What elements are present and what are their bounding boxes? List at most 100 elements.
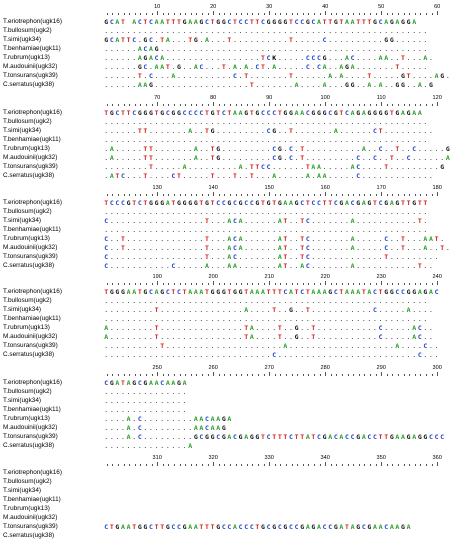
identity-dot: .: [104, 297, 109, 305]
identity-dot: .: [165, 244, 170, 252]
identity-dot: .: [165, 388, 170, 396]
nucleotide: T: [384, 253, 389, 261]
ruler-minor-tick: [358, 13, 360, 15]
nucleotide: T: [227, 36, 232, 44]
identity-dot: .: [132, 163, 137, 171]
identity-dot: .: [160, 172, 165, 180]
identity-dot: .: [266, 136, 271, 144]
identity-dot: .: [137, 333, 142, 341]
identity-dot: .: [154, 342, 159, 350]
nucleotide: G: [104, 18, 109, 26]
identity-dot: .: [249, 127, 254, 135]
identity-dot: .: [238, 262, 243, 270]
nucleotide: T: [227, 288, 232, 296]
nucleotide: G: [395, 109, 400, 117]
identity-dot: .: [283, 333, 288, 341]
ruler-tick-label: 230: [376, 274, 386, 280]
identity-dot: .: [188, 118, 193, 126]
nucleotide: A: [137, 45, 142, 53]
ruler-minor-tick: [314, 464, 315, 466]
identity-dot: .: [104, 424, 109, 432]
nucleotide: A: [193, 154, 198, 162]
ruler-minor-tick: [174, 283, 175, 285]
identity-dot: .: [171, 27, 176, 35]
identity-dot: .: [199, 72, 204, 80]
identity-dot: .: [356, 306, 361, 314]
nucleotide: T: [401, 244, 405, 252]
identity-dot: .: [109, 253, 114, 261]
ruler-minor-tick: [258, 104, 259, 106]
identity-dot: .: [199, 217, 204, 225]
identity-dot: .: [367, 154, 372, 162]
identity-dot: .: [244, 163, 249, 171]
identity-dot: .: [216, 81, 221, 89]
species-label: C.serratus(ugk38): [3, 442, 55, 449]
identity-dot: .: [171, 163, 176, 171]
nucleotide: C: [305, 217, 310, 225]
identity-dot: .: [305, 297, 310, 305]
identity-dot: .: [389, 136, 394, 144]
nucleotide: A: [373, 523, 377, 531]
identity-dot: .: [389, 244, 394, 252]
identity-dot: .: [233, 306, 237, 314]
nucleotide: T: [401, 235, 405, 243]
identity-dot: .: [406, 297, 411, 305]
identity-dot: .: [305, 27, 310, 35]
nucleotide: A: [104, 324, 109, 332]
ruler-minor-tick: [364, 374, 366, 376]
nucleotide: A: [171, 379, 176, 387]
identity-dot: .: [249, 297, 254, 305]
nucleotide: C: [384, 244, 389, 252]
identity-dot: .: [384, 208, 389, 216]
nucleotide: C: [373, 288, 377, 296]
identity-dot: .: [317, 145, 321, 153]
identity-dot: .: [423, 118, 428, 126]
identity-dot: .: [406, 315, 411, 323]
identity-dot: .: [210, 306, 215, 314]
nucleotide: A: [356, 288, 361, 296]
nucleotide: A: [193, 424, 198, 432]
nucleotide: A: [350, 18, 355, 26]
ruler-minor-tick: [202, 13, 203, 15]
identity-dot: .: [417, 118, 422, 126]
ruler-minor-tick: [190, 374, 192, 376]
nucleotide: A: [317, 163, 321, 171]
nucleotide: G: [384, 36, 389, 44]
identity-dot: .: [395, 45, 400, 53]
identity-dot: .: [255, 226, 260, 234]
identity-dot: .: [238, 45, 243, 53]
identity-dot: .: [182, 433, 187, 441]
identity-dot: .: [154, 244, 159, 252]
identity-dot: .: [305, 145, 310, 153]
identity-dot: .: [221, 27, 226, 35]
ruler-tick-mark: [213, 281, 215, 285]
nucleotide: T: [132, 199, 137, 207]
ruler-minor-tick: [224, 104, 226, 106]
identity-dot: .: [160, 217, 165, 225]
identity-dot: .: [333, 45, 338, 53]
nucleotide: G: [384, 199, 389, 207]
identity-dot: .: [244, 262, 249, 270]
species-label: M.audouinii(ugk32): [3, 333, 58, 340]
identity-dot: .: [177, 145, 181, 153]
identity-dot: .: [126, 333, 131, 341]
nucleotide: G: [322, 54, 327, 62]
nucleotide: A: [255, 288, 260, 296]
identity-dot: .: [109, 54, 114, 62]
identity-dot: .: [104, 136, 109, 144]
identity-dot: .: [389, 81, 394, 89]
species-label: C.serratus(ugk38): [3, 262, 55, 269]
identity-dot: .: [361, 342, 366, 350]
identity-dot: .: [137, 172, 142, 180]
nucleotide: C: [109, 199, 114, 207]
identity-dot: .: [406, 145, 411, 153]
ruler-minor-tick: [386, 464, 388, 466]
identity-dot: .: [389, 72, 394, 80]
identity-dot: .: [182, 172, 187, 180]
identity-dot: .: [104, 127, 109, 135]
identity-dot: .: [171, 244, 176, 252]
identity-dot: .: [249, 154, 254, 162]
identity-dot: .: [423, 81, 428, 89]
ruler-minor-tick: [196, 464, 198, 466]
identity-dot: .: [160, 208, 165, 216]
